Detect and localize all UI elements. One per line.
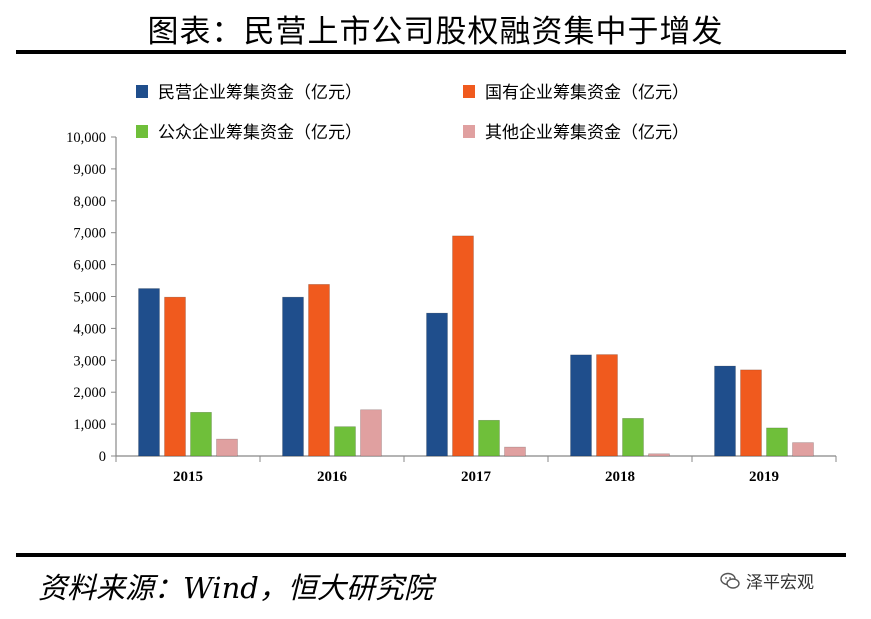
bar	[308, 284, 330, 457]
bar	[138, 288, 160, 457]
bar-chart: 民营企业筹集资金（亿元） 国有企业筹集资金（亿元） 公众企业筹集资金（亿元） 其他企业…	[66, 83, 837, 485]
y-tick-label: 10,000	[66, 130, 106, 146]
x-tick-label: 2017	[461, 469, 492, 485]
y-tick-label: 5,000	[73, 290, 106, 306]
y-tick-label: 1,000	[73, 417, 106, 433]
legend-label: 民营企业筹集资金（亿元）	[158, 83, 362, 103]
x-tick-label: 2019	[749, 469, 779, 485]
bar	[164, 296, 186, 457]
bars	[138, 235, 814, 457]
bar	[766, 427, 788, 457]
bottom-rule	[16, 553, 846, 557]
bar	[714, 365, 736, 457]
x-tick-label: 2018	[605, 469, 635, 485]
legend-label: 公众企业筹集资金（亿元）	[158, 123, 362, 143]
y-tick-label: 6,000	[73, 258, 106, 274]
source-note: 资料来源：Wind，恒大研究院	[38, 571, 433, 605]
legend: 民营企业筹集资金（亿元） 国有企业筹集资金（亿元） 公众企业筹集资金（亿元） 其他企业…	[136, 83, 689, 143]
y-tick-label: 7,000	[73, 226, 106, 242]
chart-title: 图表：民营上市公司股权融资集中于增发	[147, 14, 724, 50]
legend-label: 其他企业筹集资金（亿元）	[485, 123, 689, 143]
bar	[740, 369, 762, 457]
bar	[360, 409, 382, 457]
bar	[190, 411, 212, 457]
y-tick-label: 4,000	[73, 321, 106, 337]
bar	[648, 453, 670, 457]
top-rule	[16, 50, 846, 54]
y-tick-label: 3,000	[73, 353, 106, 369]
bar	[452, 235, 474, 457]
legend-label: 国有企业筹集资金（亿元）	[485, 83, 689, 103]
bar	[426, 312, 448, 457]
bar	[622, 418, 644, 457]
legend-swatch	[463, 125, 475, 138]
legend-swatch	[463, 85, 475, 98]
watermark: 泽平宏观	[720, 568, 814, 593]
bar	[504, 446, 526, 457]
bar	[282, 296, 304, 457]
bar	[334, 426, 356, 457]
bar	[792, 442, 814, 457]
legend-swatch	[136, 85, 148, 98]
bar	[216, 438, 238, 457]
bar	[570, 354, 592, 457]
x-tick-label: 2015	[173, 469, 203, 485]
y-tick-label: 9,000	[73, 162, 106, 178]
y-tick-label: 8,000	[73, 194, 106, 210]
bar	[478, 419, 500, 457]
axes: 0 1,000 2,000 3,000 4,000 5,000 6,000 7,000 8,00…	[66, 130, 837, 485]
legend-swatch	[136, 125, 148, 138]
bar	[596, 354, 618, 457]
y-tick-label: 2,000	[73, 385, 106, 401]
watermark-text: 泽平宏观	[746, 573, 814, 593]
wechat-icon	[720, 572, 740, 589]
x-tick-label: 2016	[317, 469, 348, 485]
y-tick-label: 0	[99, 449, 106, 465]
